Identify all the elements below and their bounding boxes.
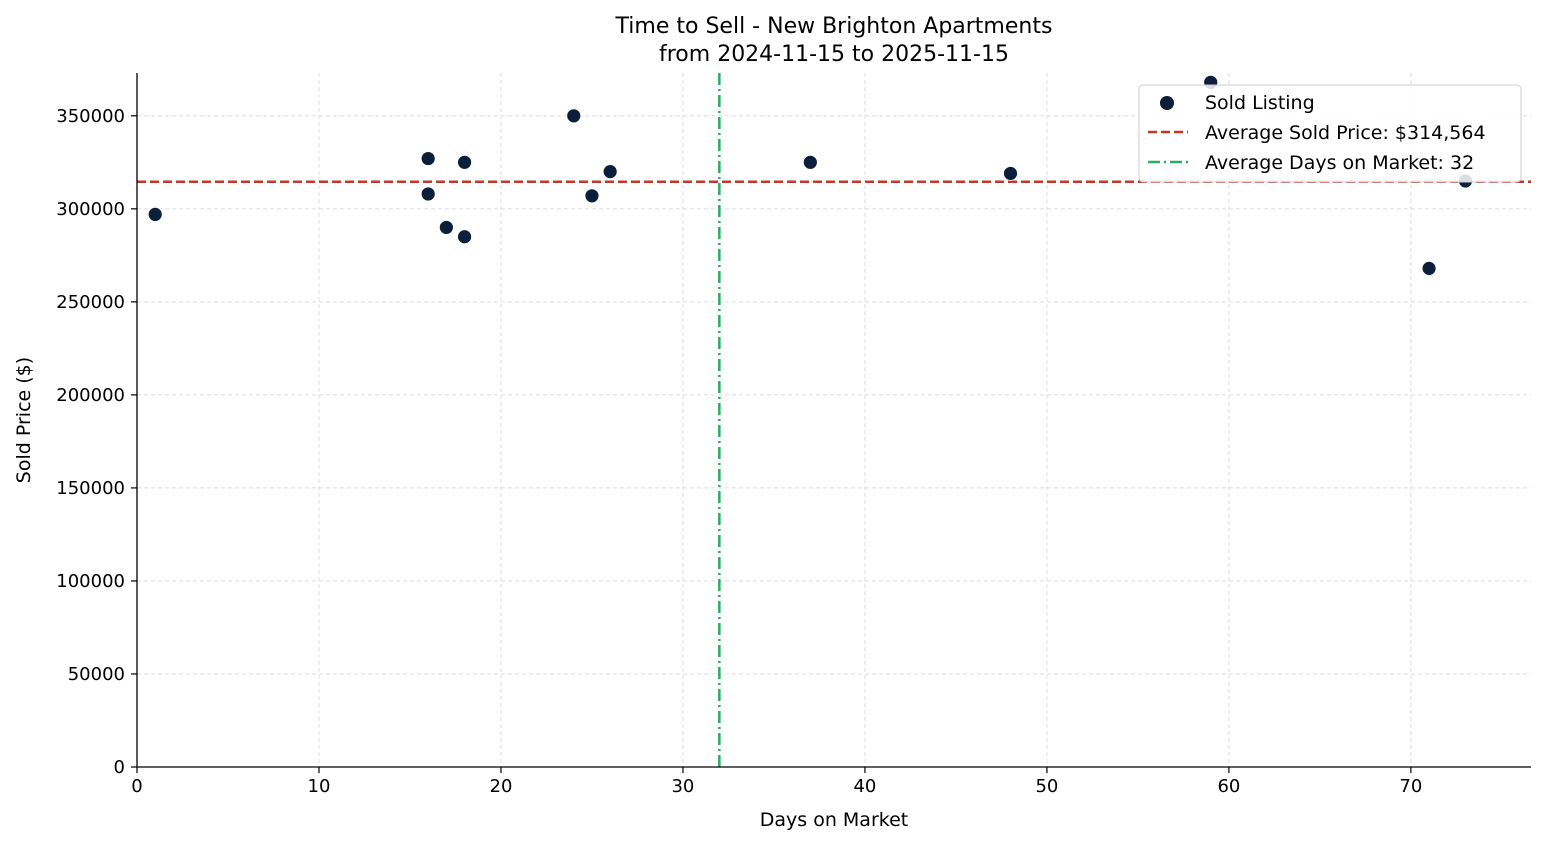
data-point bbox=[584, 188, 600, 204]
y-tick-label: 250000 bbox=[56, 292, 125, 313]
data-point bbox=[420, 186, 436, 202]
x-tick-label: 40 bbox=[853, 776, 876, 797]
legend-box bbox=[1138, 84, 1522, 183]
data-point bbox=[457, 229, 472, 245]
x-tick-label: 10 bbox=[308, 776, 331, 797]
legend-label-avg-days: Average Days on Market: 32 bbox=[1205, 152, 1474, 174]
chart-title: Time to Sell - New Brighton Apartments bbox=[615, 14, 1053, 39]
x-tick-label: 50 bbox=[1035, 776, 1058, 797]
data-point bbox=[1421, 260, 1437, 276]
legend-label-avg-price: Average Sold Price: $314,564 bbox=[1205, 122, 1486, 144]
data-point bbox=[420, 151, 436, 166]
data-point bbox=[602, 164, 618, 180]
x-tick-label: 60 bbox=[1217, 776, 1240, 797]
chart-subtitle: from 2024-11-15 to 2025-11-15 bbox=[659, 42, 1009, 67]
data-point bbox=[438, 220, 454, 235]
axes: 0 10 20 30 40 50 60 70 0 50000 100000 150000 200000 2… bbox=[56, 73, 1531, 797]
y-tick-label: 300000 bbox=[56, 199, 125, 220]
legend-marker-sold-listing bbox=[1160, 96, 1174, 110]
legend-label-sold-listing: Sold Listing bbox=[1205, 92, 1315, 114]
data-point bbox=[147, 207, 163, 222]
data-point bbox=[457, 154, 472, 170]
y-tick-label: 350000 bbox=[56, 106, 125, 127]
legend: Sold Listing Average Sold Price: $314,56… bbox=[1138, 84, 1522, 183]
x-tick-label: 20 bbox=[490, 776, 513, 797]
data-point bbox=[566, 108, 582, 124]
grid bbox=[137, 73, 1531, 767]
x-axis-label: Days on Market bbox=[760, 809, 908, 831]
y-tick-label: 100000 bbox=[56, 571, 125, 592]
y-axis-label: Sold Price ($) bbox=[13, 357, 35, 483]
y-tick-label: 200000 bbox=[56, 385, 125, 406]
y-tick-label: 150000 bbox=[56, 478, 125, 499]
data-point bbox=[1003, 166, 1018, 181]
y-tick-label: 50000 bbox=[68, 664, 125, 685]
y-tick-label: 0 bbox=[114, 757, 125, 778]
x-tick-label: 0 bbox=[131, 776, 142, 797]
x-tick-label: 70 bbox=[1399, 776, 1422, 797]
data-point bbox=[802, 154, 818, 170]
x-tick-label: 30 bbox=[671, 776, 694, 797]
